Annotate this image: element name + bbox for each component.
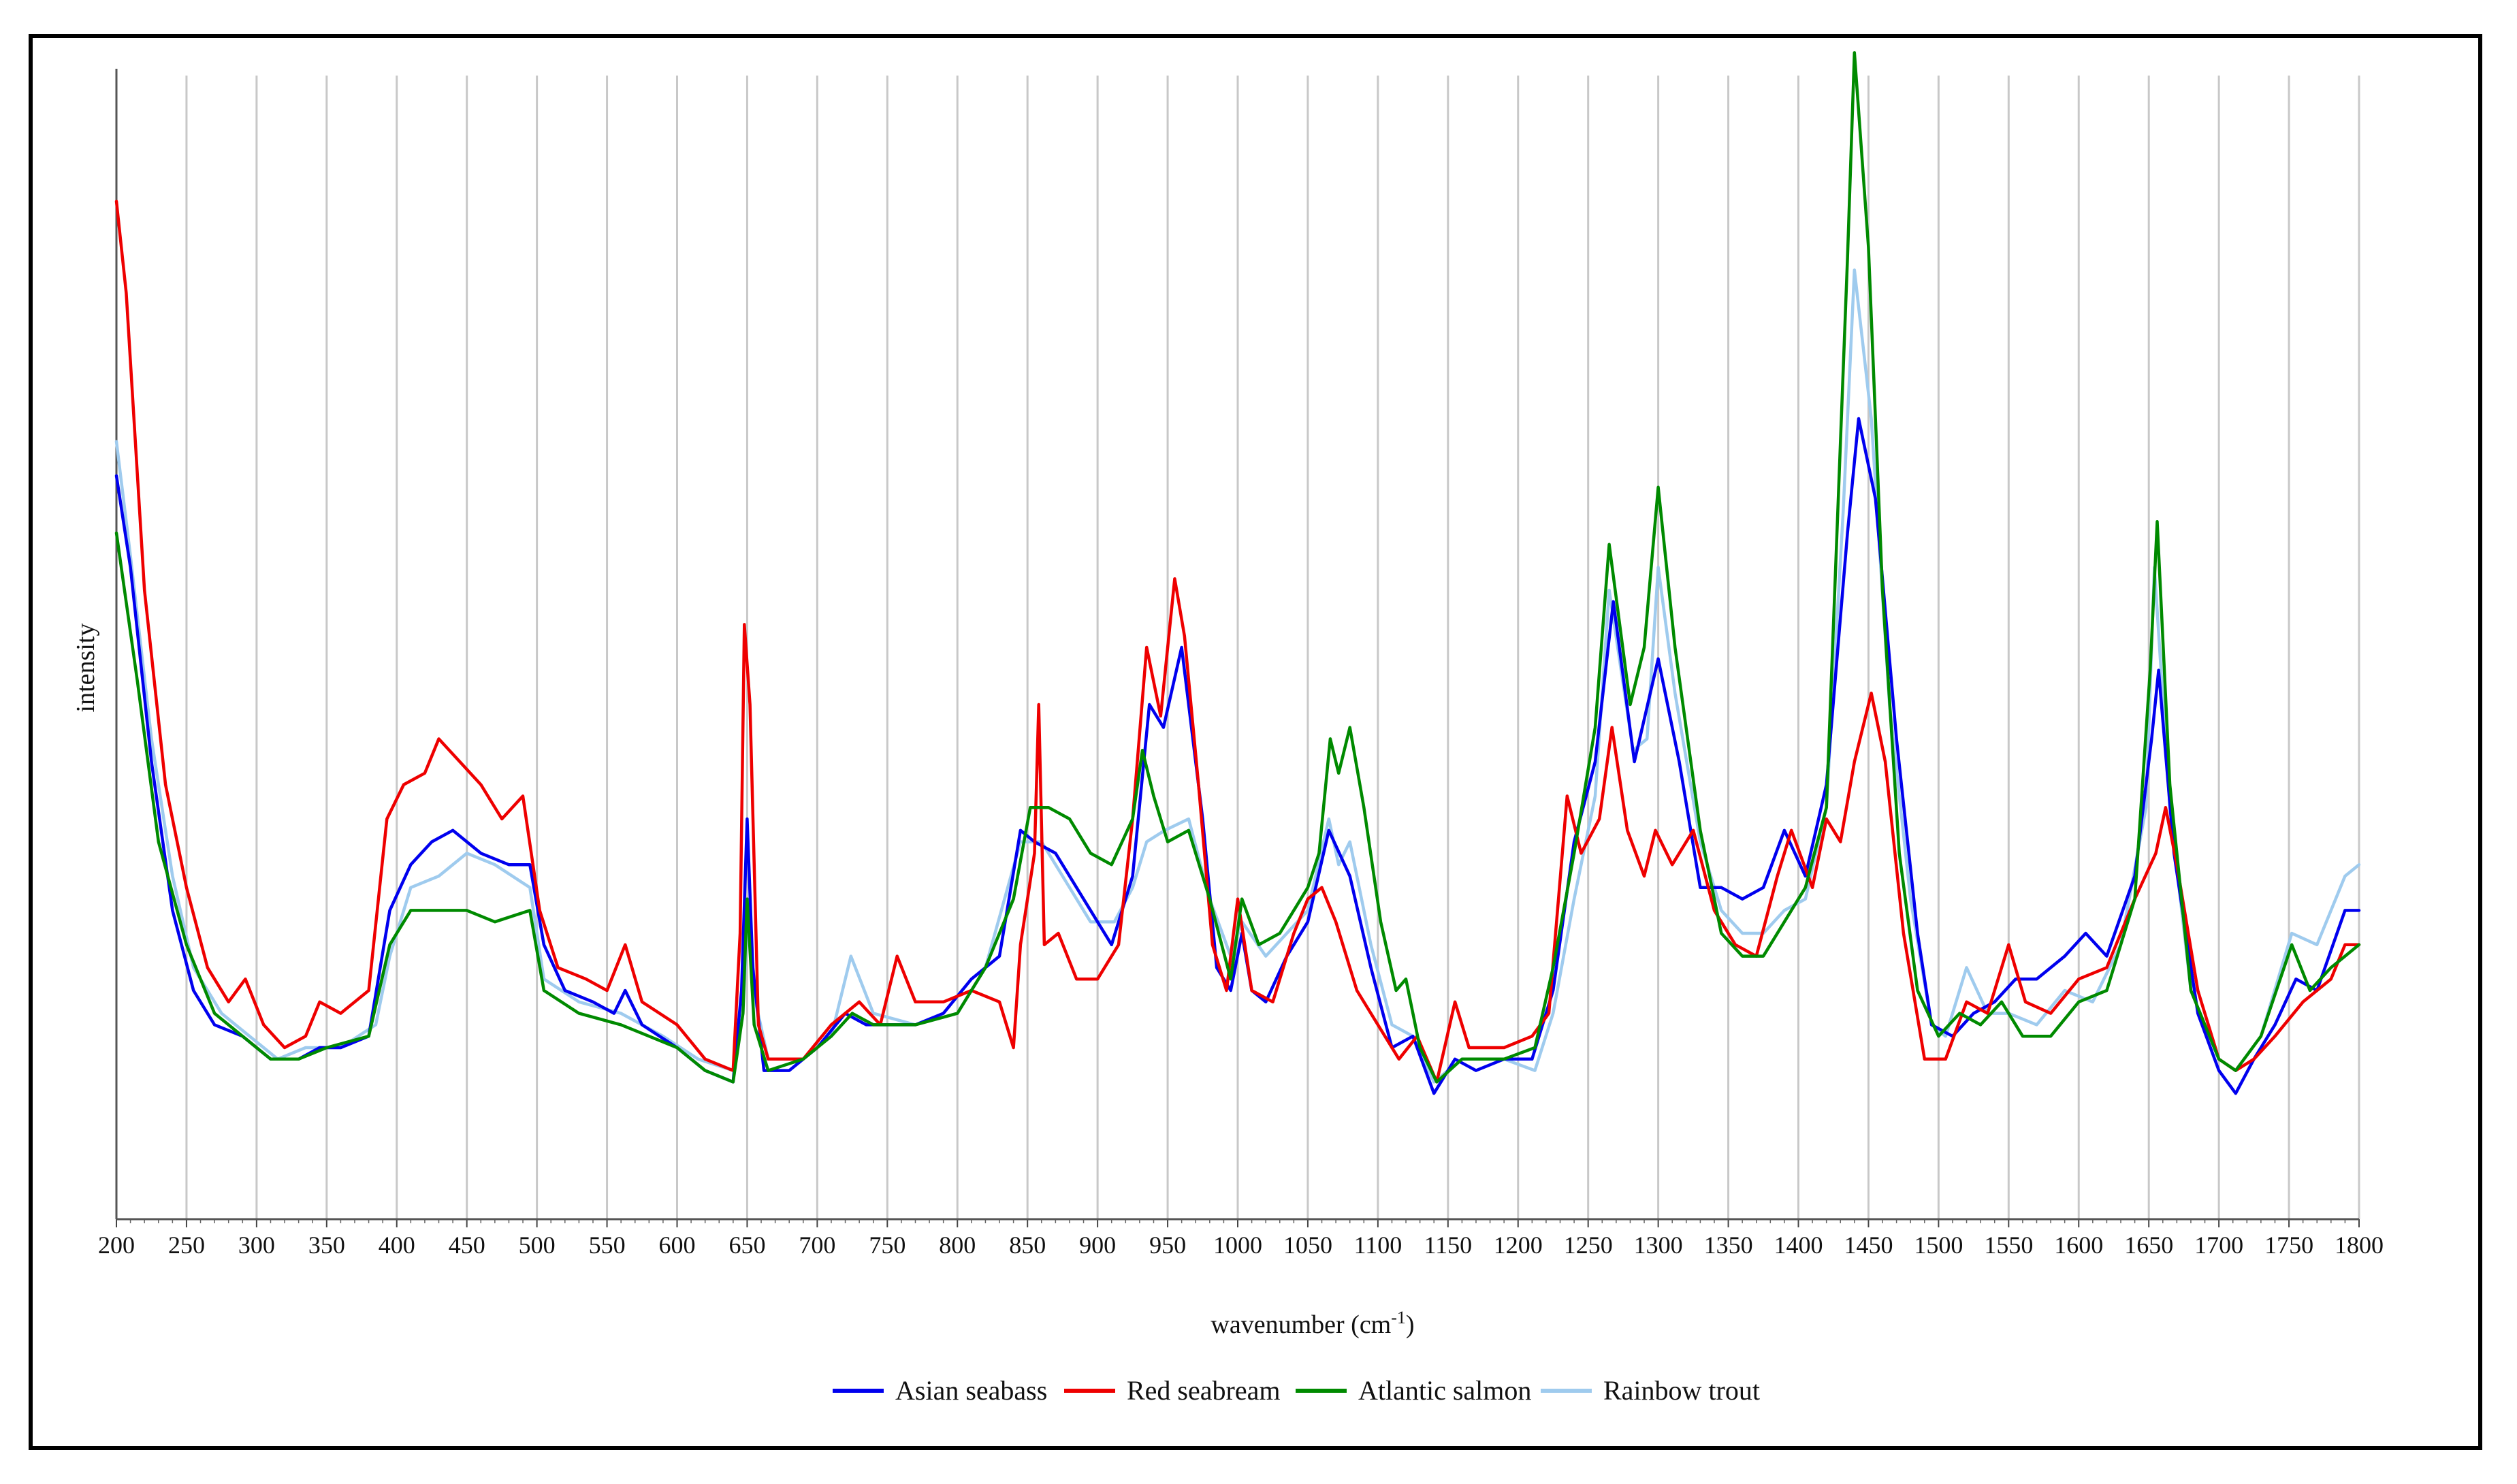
x-tick-label-1500: 1500 (1914, 1231, 1963, 1259)
x-tick-label-1450: 1450 (1844, 1231, 1893, 1259)
x-tick-label-600: 600 (659, 1231, 696, 1259)
x-tick-label-1300: 1300 (1634, 1231, 1683, 1259)
x-tick-label-900: 900 (1079, 1231, 1116, 1259)
axes (115, 69, 2360, 1227)
x-tick-label-200: 200 (98, 1231, 135, 1259)
x-tick-label-450: 450 (449, 1231, 485, 1259)
x-tick-label-250: 250 (168, 1231, 205, 1259)
x-tick-label-1100: 1100 (1354, 1231, 1402, 1259)
x-tick-label-1400: 1400 (1774, 1231, 1823, 1259)
x-tick-label-850: 850 (1009, 1231, 1046, 1259)
legend-item-rainbow-trout: Rainbow trout (1541, 1375, 1760, 1406)
legend-item-red-seabream: Red seabream (1064, 1375, 1280, 1406)
x-tick-label-1750: 1750 (2264, 1231, 2313, 1259)
legend-label: Asian seabass (895, 1375, 1047, 1406)
x-tick-label-1700: 1700 (2194, 1231, 2243, 1259)
x-tick-label-400: 400 (379, 1231, 415, 1259)
x-tick-label-1050: 1050 (1283, 1231, 1332, 1259)
x-tick-label-650: 650 (728, 1231, 765, 1259)
x-tick-label-1350: 1350 (1704, 1231, 1753, 1259)
x-axis-label: wavenumber (cm-1) (1211, 1308, 1414, 1339)
series-line-atlantic-salmon (114, 51, 2361, 1084)
x-tick-label-550: 550 (589, 1231, 626, 1259)
series-line-rainbow-trout (114, 268, 2361, 1084)
legend-item-asian-seabass: Asian seabass (833, 1375, 1047, 1406)
x-tick-label-1000: 1000 (1213, 1231, 1262, 1259)
x-tick-label-1650: 1650 (2124, 1231, 2173, 1259)
x-tick-labels: 200 250 300 350 400 450 500 550 600 650 700 750 800 8… (98, 1231, 2384, 1259)
x-tick-label-800: 800 (939, 1231, 976, 1259)
x-tick-label-950: 950 (1149, 1231, 1186, 1259)
legend: Asian seabass Red seabream Atlantic salmon… (833, 1375, 1760, 1406)
x-tick-label-700: 700 (799, 1231, 835, 1259)
legend-item-atlantic-salmon: Atlantic salmon (1296, 1375, 1531, 1406)
raman-spectrum-chart: 200 250 300 350 400 450 500 550 600 650 700 750 800 8… (71, 51, 2384, 1406)
x-tick-label-750: 750 (869, 1231, 905, 1259)
chart-frame: 200 250 300 350 400 450 500 550 600 650 700 750 800 8… (29, 34, 2482, 1450)
x-tick-label-1550: 1550 (1984, 1231, 2033, 1259)
x-tick-label-1250: 1250 (1564, 1231, 1613, 1259)
x-tick-label-1150: 1150 (1424, 1231, 1472, 1259)
x-tick-label-300: 300 (238, 1231, 275, 1259)
x-tick-label-1800: 1800 (2335, 1231, 2384, 1259)
y-axis-label: intensity (71, 624, 100, 713)
legend-label: Atlantic salmon (1358, 1375, 1531, 1406)
series-lines (114, 51, 2361, 1095)
series-line-red-seabream (114, 199, 2361, 1084)
x-tick-label-350: 350 (308, 1231, 345, 1259)
x-tick-label-1600: 1600 (2054, 1231, 2103, 1259)
vertical-gridlines (185, 76, 2360, 1219)
legend-label: Rainbow trout (1603, 1375, 1760, 1406)
legend-label: Red seabream (1127, 1375, 1280, 1406)
x-tick-label-1200: 1200 (1494, 1231, 1543, 1259)
x-tick-label-500: 500 (519, 1231, 556, 1259)
